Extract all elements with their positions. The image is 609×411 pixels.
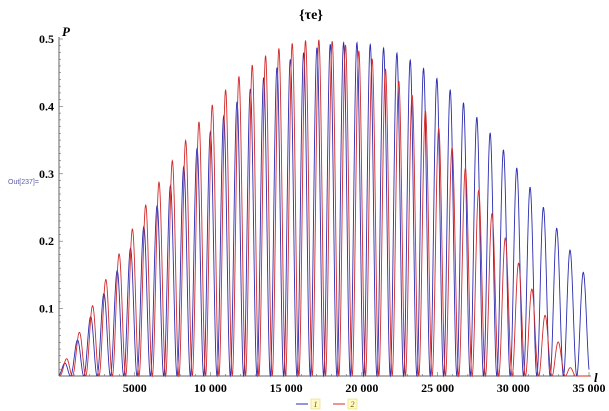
series-layer (58, 39, 590, 378)
series-line-2 (58, 39, 589, 378)
x-tick-label: 25 000 (421, 381, 454, 395)
y-tick-label: 0.3 (39, 167, 54, 181)
chart-title: {τe} (299, 8, 323, 23)
x-tick-label: 30 000 (497, 381, 530, 395)
legend-label-1: 1 (314, 400, 318, 409)
x-tick-label: 20 000 (345, 381, 378, 395)
y-tick-label: 0.4 (39, 99, 54, 113)
y-tick-label: 0.1 (39, 302, 54, 316)
x-axis-title: l (594, 370, 598, 385)
x-tick-label: 5000 (123, 381, 147, 395)
legend-label-2: 2 (351, 400, 355, 409)
axis-ticks: 5000 10 000 15 000 20 000 25 000 30 000 35 000… (39, 32, 606, 395)
output-cell-label: Out[237]= (8, 179, 39, 186)
series-line-1 (58, 41, 590, 378)
legend-label-box (347, 398, 358, 410)
y-tick-label: 0.5 (39, 32, 54, 46)
x-tick-label: 15 000 (270, 381, 303, 395)
y-axis-title: P (62, 24, 71, 39)
y-tick-label: 0.2 (39, 234, 54, 248)
x-tick-label: 35 000 (573, 381, 606, 395)
legend-label-box (310, 398, 321, 410)
x-tick-label: 10 000 (194, 381, 227, 395)
